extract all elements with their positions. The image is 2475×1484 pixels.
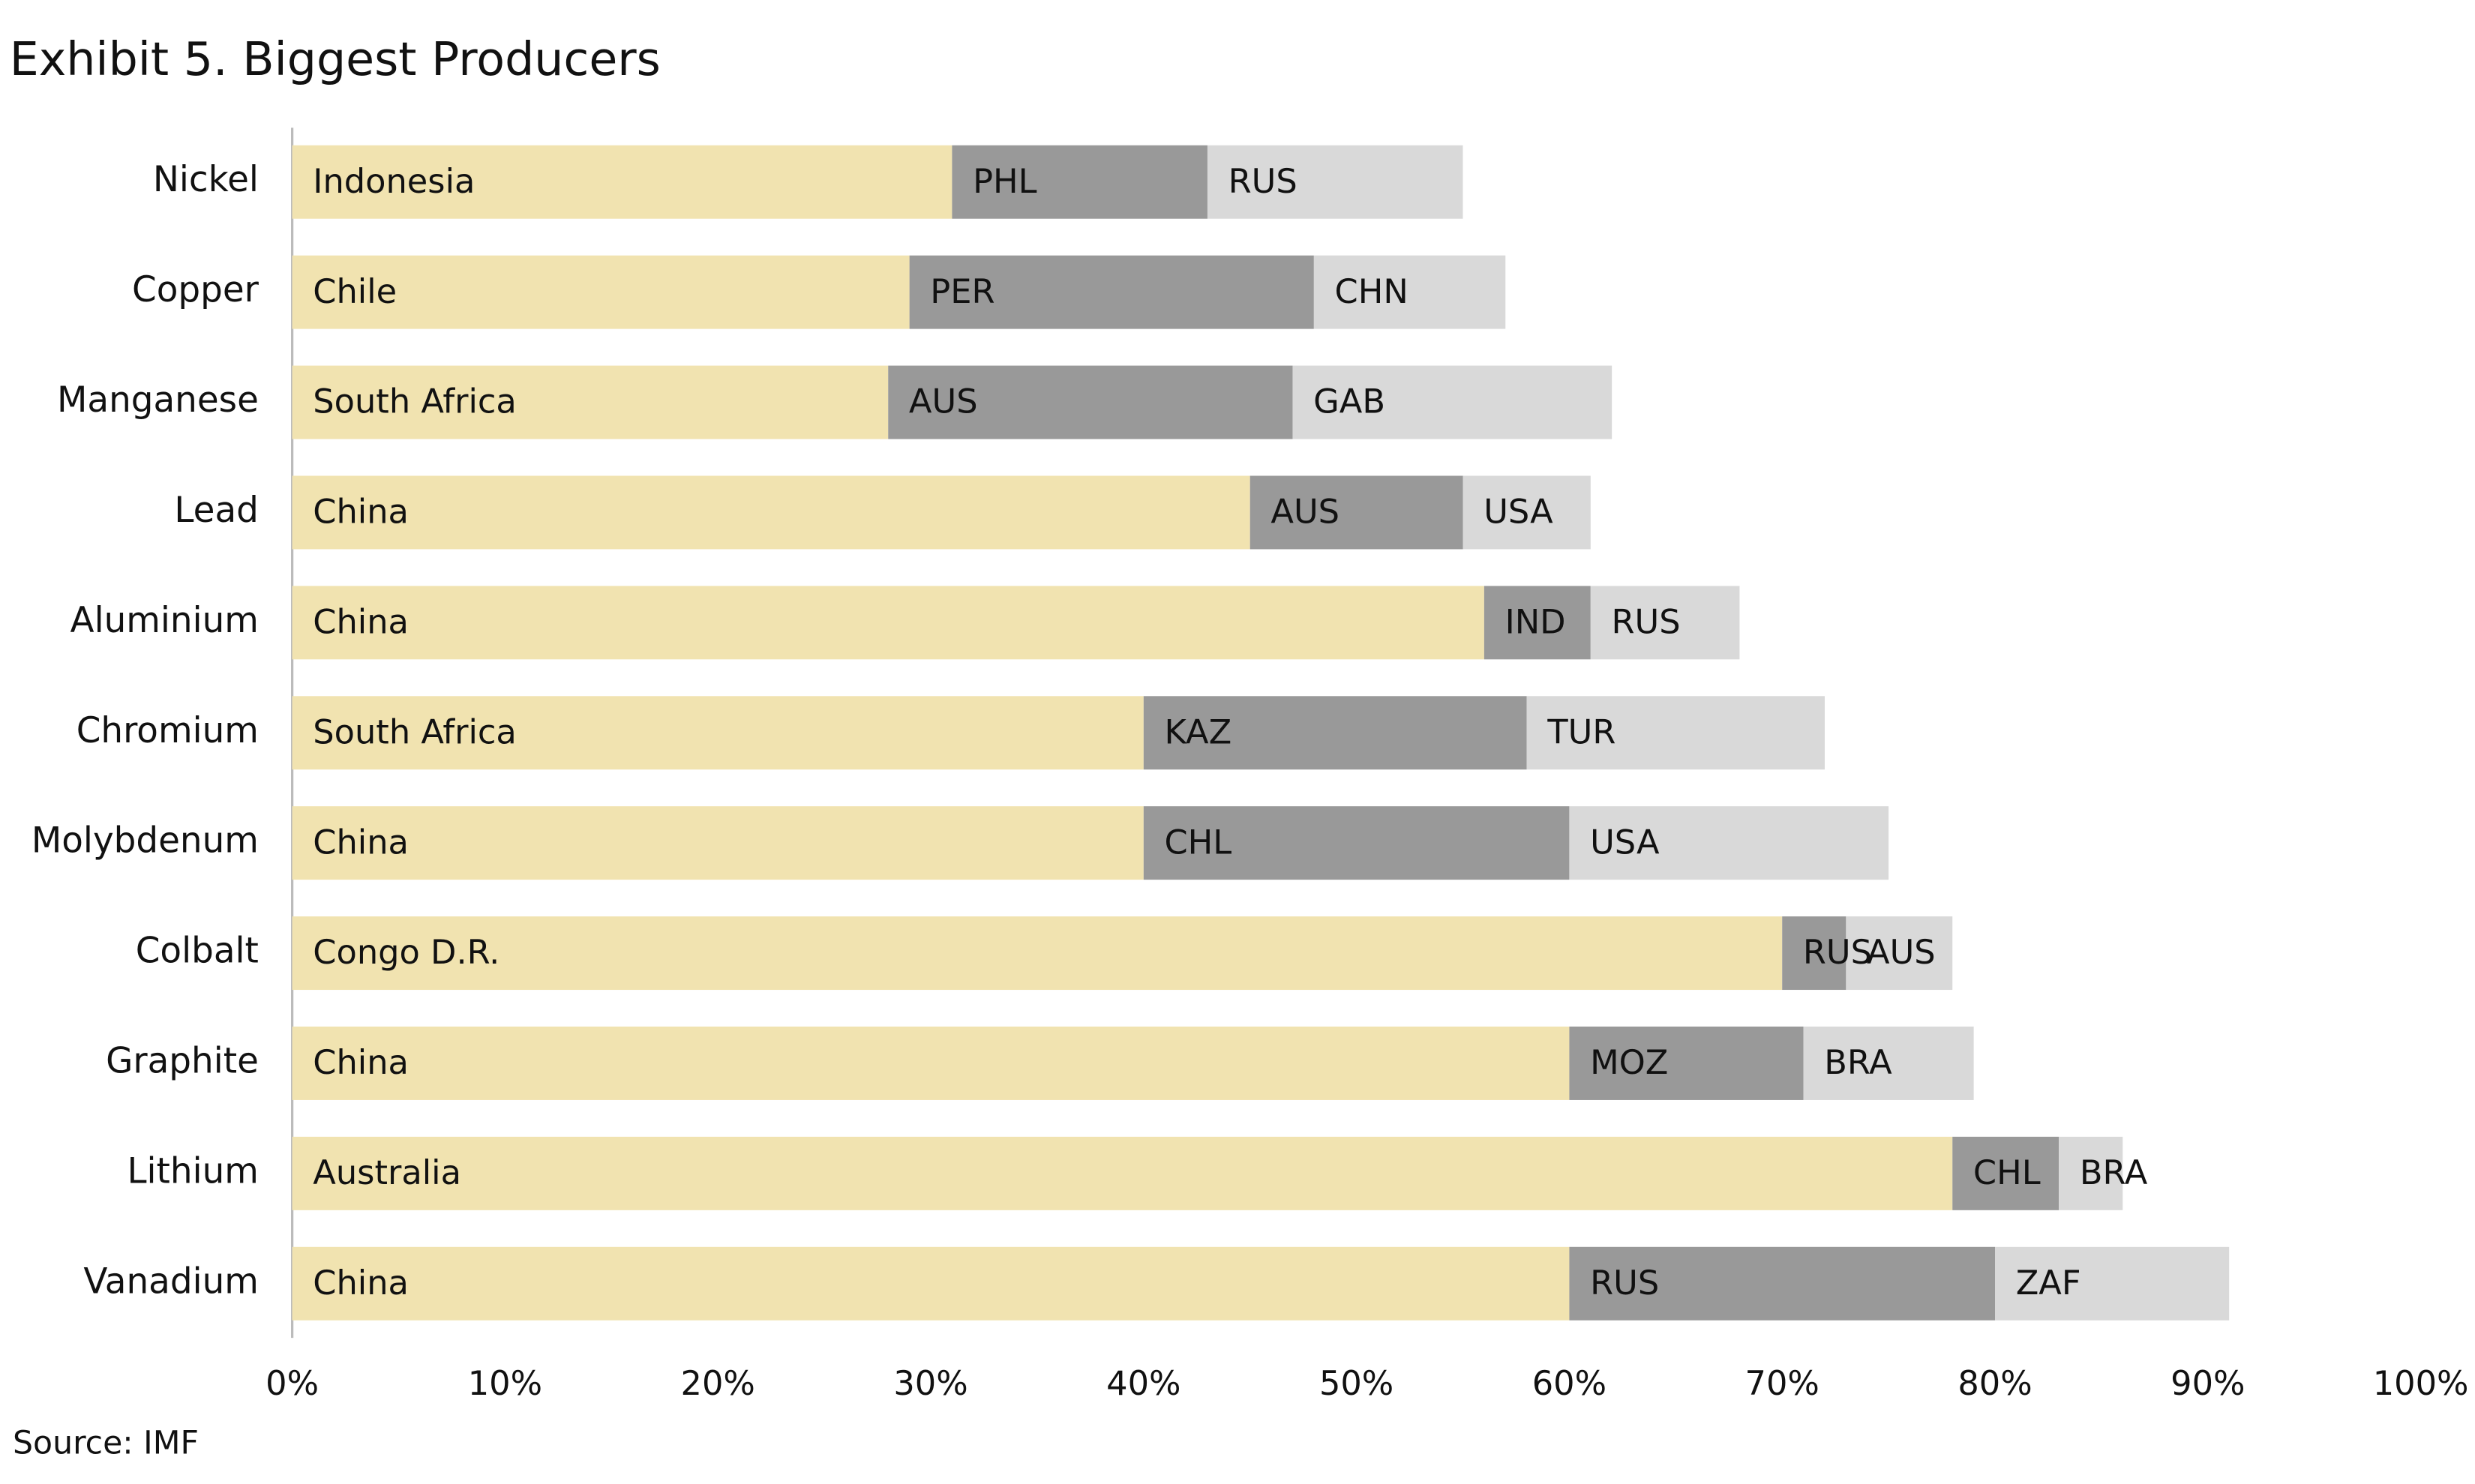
segment-label: China <box>313 602 409 641</box>
segment-label: BRA <box>1824 1043 1892 1082</box>
segment-label: USA <box>1484 493 1553 532</box>
segment-label: RUS <box>1590 1264 1659 1303</box>
segment-label: USA <box>1590 823 1660 862</box>
category-label: Aluminium <box>70 601 259 641</box>
bar-segment <box>1462 475 1591 550</box>
bar-segment <box>292 475 1250 550</box>
bar-segment <box>2059 1136 2123 1210</box>
bar-segment <box>292 255 910 329</box>
x-tick-label: 70% <box>1745 1364 1820 1403</box>
x-tick-label: 10% <box>468 1364 542 1403</box>
category-label: Lithium <box>127 1151 258 1192</box>
bar-segment <box>292 806 1144 880</box>
segment-label: South Africa <box>313 382 517 421</box>
segment-label: China <box>313 823 409 862</box>
bar-segment <box>1526 696 1825 770</box>
segment-label: CHL <box>1164 823 1232 862</box>
bar-segment <box>292 586 1484 660</box>
bar-segment <box>292 365 889 439</box>
bar-segment <box>888 365 1293 439</box>
x-tick-label: 20% <box>681 1364 755 1403</box>
segment-label: RUS <box>1611 602 1680 641</box>
bar-segment <box>952 145 1208 219</box>
bar-segment <box>1995 1246 2230 1321</box>
category-label: Colbalt <box>136 931 259 972</box>
bar-segment <box>1143 806 1570 880</box>
category-label: Graphite <box>106 1041 259 1081</box>
segment-label: Congo D.R. <box>313 933 500 972</box>
bar-segment <box>1313 255 1506 329</box>
bar-segment <box>1143 696 1527 770</box>
bar-segment <box>1292 365 1612 439</box>
bar-segment <box>292 696 1144 770</box>
category-label: Copper <box>132 270 260 310</box>
category-label: Vanadium <box>83 1261 259 1302</box>
segment-label: China <box>313 1043 409 1082</box>
bar-segment <box>1782 916 1846 991</box>
bar-segment <box>1846 916 1953 991</box>
segment-label: Indonesia <box>313 162 475 201</box>
x-tick-label: 60% <box>1532 1364 1606 1403</box>
segment-label: PER <box>930 272 994 311</box>
segment-label: AUS <box>1270 493 1340 532</box>
category-label: Manganese <box>57 380 259 421</box>
segment-label: South Africa <box>313 712 517 751</box>
x-tick-label: 30% <box>893 1364 968 1403</box>
source-note: Source: IMF <box>13 1424 199 1462</box>
segment-label: AUS <box>1867 933 1936 972</box>
bar-segment <box>1250 475 1463 550</box>
segment-label: RUS <box>1228 162 1298 201</box>
bar-segment <box>1590 586 1740 660</box>
bar-segment <box>909 255 1314 329</box>
segment-label: MOZ <box>1590 1043 1668 1082</box>
segment-label: IND <box>1505 602 1566 641</box>
x-tick-label: 0% <box>266 1364 319 1403</box>
segment-label: ZAF <box>2016 1264 2081 1303</box>
segment-label: BRA <box>2080 1153 2148 1192</box>
bar-segment <box>1569 1246 1996 1321</box>
bar-segment <box>292 1027 1570 1100</box>
bar-segment <box>292 916 1783 991</box>
bar-segment <box>292 1246 1570 1321</box>
segment-label: China <box>313 493 409 532</box>
x-tick-label: 50% <box>1319 1364 1394 1403</box>
bar-segment <box>292 1136 1953 1210</box>
segment-label: PHL <box>973 162 1037 201</box>
segment-label: CHN <box>1335 272 1408 311</box>
segment-label: CHL <box>1973 1153 2041 1192</box>
x-tick-label: 80% <box>1958 1364 2032 1403</box>
x-tick-label: 40% <box>1106 1364 1180 1403</box>
segment-label: RUS <box>1803 933 1872 972</box>
chart-title: Exhibit 5. Biggest Producers <box>10 32 661 86</box>
segment-label: Chile <box>313 272 397 311</box>
x-tick-label: 100% <box>2373 1364 2469 1403</box>
segment-label: KAZ <box>1164 712 1232 751</box>
segment-label: AUS <box>909 382 978 421</box>
category-label: Nickel <box>153 160 259 200</box>
bar-segment <box>1207 145 1463 219</box>
category-label: Chromium <box>76 711 259 751</box>
bar-segment <box>1569 1027 1804 1100</box>
segment-label: Australia <box>313 1153 461 1192</box>
bar-segment <box>292 145 952 219</box>
segment-label: China <box>313 1264 409 1303</box>
bar-segment <box>1484 586 1591 660</box>
bar-segment <box>1803 1027 1974 1100</box>
segment-label: TUR <box>1546 712 1616 751</box>
category-label: Lead <box>174 490 259 531</box>
segment-label: GAB <box>1313 382 1385 421</box>
x-tick-label: 90% <box>2170 1364 2245 1403</box>
bar-segment <box>1952 1136 2060 1210</box>
bar-segment <box>1569 806 1889 880</box>
category-label: Molybdenum <box>32 821 259 862</box>
